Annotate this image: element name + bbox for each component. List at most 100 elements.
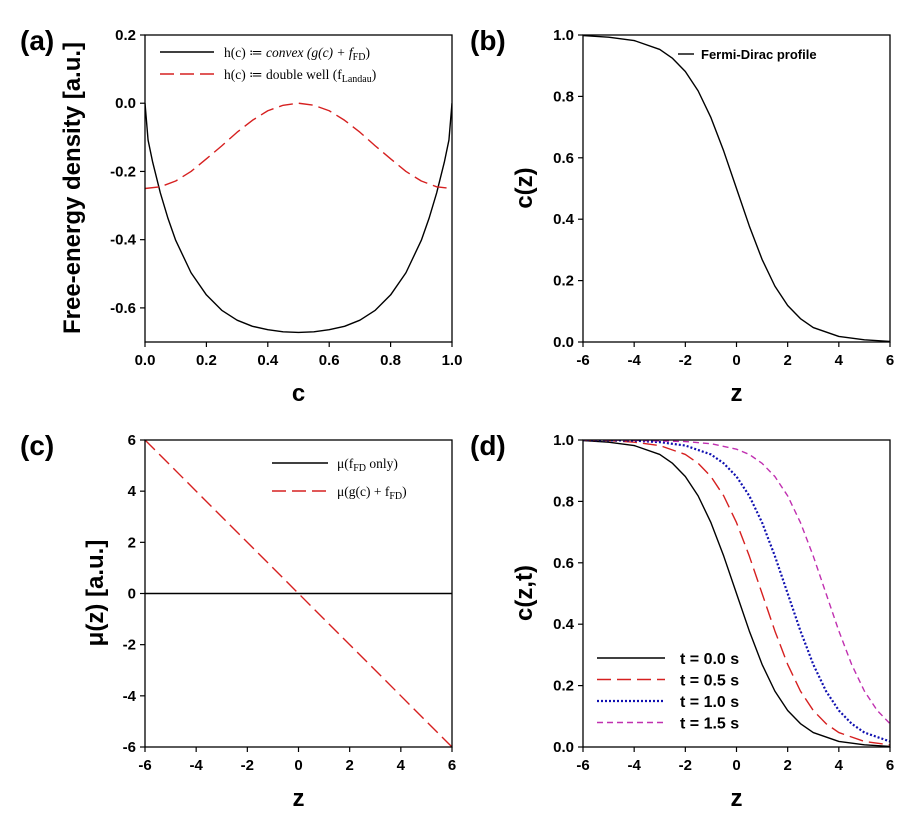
y-tick-label: 0.8 xyxy=(553,493,574,510)
legend-text-part: μ(f xyxy=(337,456,354,471)
x-tick-label: 6 xyxy=(448,757,456,774)
panel-label: (b) xyxy=(470,25,506,56)
legend-entry-label: t = 0.0 s xyxy=(680,651,739,668)
series-group xyxy=(583,35,890,342)
series-group xyxy=(583,440,890,747)
x-axis-label: z xyxy=(293,785,305,812)
series-group xyxy=(145,102,452,334)
y-tick-label: 0.6 xyxy=(553,555,574,572)
chart-panel-a: (a) 0.0 0.2 0.4 0.6 0.8 1.0 -0.6 -0.4 -0.2 0.0 0.2 c… xyxy=(20,25,462,407)
y-axis-label: c(z) xyxy=(511,167,538,208)
series-group xyxy=(145,440,452,747)
y-tick-label: 0.6 xyxy=(553,150,574,167)
x-tick-label: 0.0 xyxy=(135,352,156,369)
y-tick-label: 1.0 xyxy=(553,27,574,44)
y-tick-label: 4 xyxy=(128,483,137,500)
y-tick-label: -6 xyxy=(123,739,136,756)
legend-text-part: h(c) ≔ double well (f xyxy=(224,67,342,82)
legend: Fermi-Dirac profile xyxy=(678,47,817,62)
x-tick-label: 0.4 xyxy=(257,352,279,369)
x-axis-label: z xyxy=(731,380,743,407)
y-tick-label: -0.6 xyxy=(110,300,136,317)
x-tick-label: -2 xyxy=(679,757,692,774)
chart-panel-d: (d) -6 -4 -2 0 2 4 6 0.0 0.2 0.4 0.6 0.8 1.0 z c(z,t) t … xyxy=(470,430,894,812)
series-line-2 xyxy=(583,440,890,746)
legend-entry-label: h(c) ≔ double well (fLandau) xyxy=(224,67,376,85)
y-axis-label: Free-energy density [a.u.] xyxy=(59,42,86,334)
legend-entry-label: t = 0.5 s xyxy=(680,673,739,690)
legend-text-subscript: FD xyxy=(353,463,366,474)
series-line-1 xyxy=(583,440,890,747)
y-tick-label: 0 xyxy=(128,586,136,603)
panel-label: (c) xyxy=(20,430,54,461)
x-tick-label: 0 xyxy=(294,757,302,774)
legend-text-part: ) xyxy=(372,67,377,82)
legend: t = 0.0 s t = 0.5 s t = 1.0 s t = 1.5 s xyxy=(597,651,739,733)
legend-text-part: only) xyxy=(366,456,398,471)
series-line-1 xyxy=(583,35,890,342)
series-line-2 xyxy=(145,102,452,190)
x-axis-label: z xyxy=(731,785,743,812)
y-tick-label: -0.2 xyxy=(110,163,136,180)
series-line-1 xyxy=(145,103,452,334)
legend-text-part: ) xyxy=(365,45,370,60)
x-tick-label: 0 xyxy=(732,757,740,774)
x-tick-label: 4 xyxy=(397,757,406,774)
x-tick-label: -6 xyxy=(576,352,589,369)
y-tick-label: 0.8 xyxy=(553,88,574,105)
x-tick-label: 4 xyxy=(835,352,844,369)
y-axis-label: μ(z) [a.u.] xyxy=(82,540,109,647)
y-tick-label: 0.0 xyxy=(553,739,574,756)
panel-label: (d) xyxy=(470,430,506,461)
x-tick-label: 2 xyxy=(783,757,791,774)
legend-text-subscript: FD xyxy=(353,52,366,63)
x-tick-label: -2 xyxy=(241,757,254,774)
x-tick-label: -4 xyxy=(627,352,641,369)
x-tick-label: 0.6 xyxy=(319,352,340,369)
x-tick-label: 2 xyxy=(783,352,791,369)
y-tick-label: 0.4 xyxy=(553,616,575,633)
y-tick-label: 6 xyxy=(128,432,136,449)
legend-text-subscript: Landau xyxy=(342,74,372,85)
x-tick-label: 0.8 xyxy=(380,352,401,369)
legend-entry-label: μ(fFD only) xyxy=(337,456,398,474)
x-tick-label: 2 xyxy=(345,757,353,774)
x-tick-label: 6 xyxy=(886,352,894,369)
legend-entry-label: h(c) ≔ convex (g(c) + fFD) xyxy=(224,45,370,63)
x-tick-label: 1.0 xyxy=(442,352,463,369)
legend-text-part: h(c) ≔ xyxy=(224,45,266,60)
x-tick-label: -4 xyxy=(627,757,641,774)
y-tick-label: -2 xyxy=(123,637,136,654)
x-tick-label: 0 xyxy=(732,352,740,369)
legend-entry-label: t = 1.0 s xyxy=(680,694,739,711)
y-tick-label: 0.2 xyxy=(553,678,574,695)
y-tick-label: 0.0 xyxy=(115,95,136,112)
y-tick-label: 0.2 xyxy=(115,27,136,44)
series-line-3 xyxy=(583,440,890,743)
legend-entry-label: μ(g(c) + fFD) xyxy=(337,484,407,502)
x-tick-label: -6 xyxy=(576,757,589,774)
y-tick-label: -0.4 xyxy=(110,232,137,249)
y-tick-label: -4 xyxy=(123,688,137,705)
y-tick-label: 0.0 xyxy=(553,334,574,351)
legend-text-part: ) xyxy=(402,484,407,499)
x-tick-label: -4 xyxy=(189,757,203,774)
x-tick-label: 6 xyxy=(886,757,894,774)
x-axis-label: c xyxy=(292,380,305,407)
chart-panel-b: (b) -6 -4 -2 0 2 4 6 0.0 0.2 0.4 0.6 0.8 1.0 z c(z) Ferm… xyxy=(470,25,894,407)
y-axis-label: c(z,t) xyxy=(511,565,538,621)
y-tick-label: 1.0 xyxy=(553,432,574,449)
x-tick-label: -2 xyxy=(679,352,692,369)
legend-text-italic: convex (g(c) + f xyxy=(266,45,355,60)
panel-label: (a) xyxy=(20,25,54,56)
plot-frame xyxy=(144,34,453,343)
y-tick-label: 0.2 xyxy=(553,273,574,290)
y-tick-label: 0.4 xyxy=(553,211,575,228)
series-line-2 xyxy=(145,440,452,747)
x-tick-label: 0.2 xyxy=(196,352,217,369)
legend-entry-label: t = 1.5 s xyxy=(680,716,739,733)
y-tick-label: 2 xyxy=(128,534,136,551)
series-line-4 xyxy=(583,440,890,725)
